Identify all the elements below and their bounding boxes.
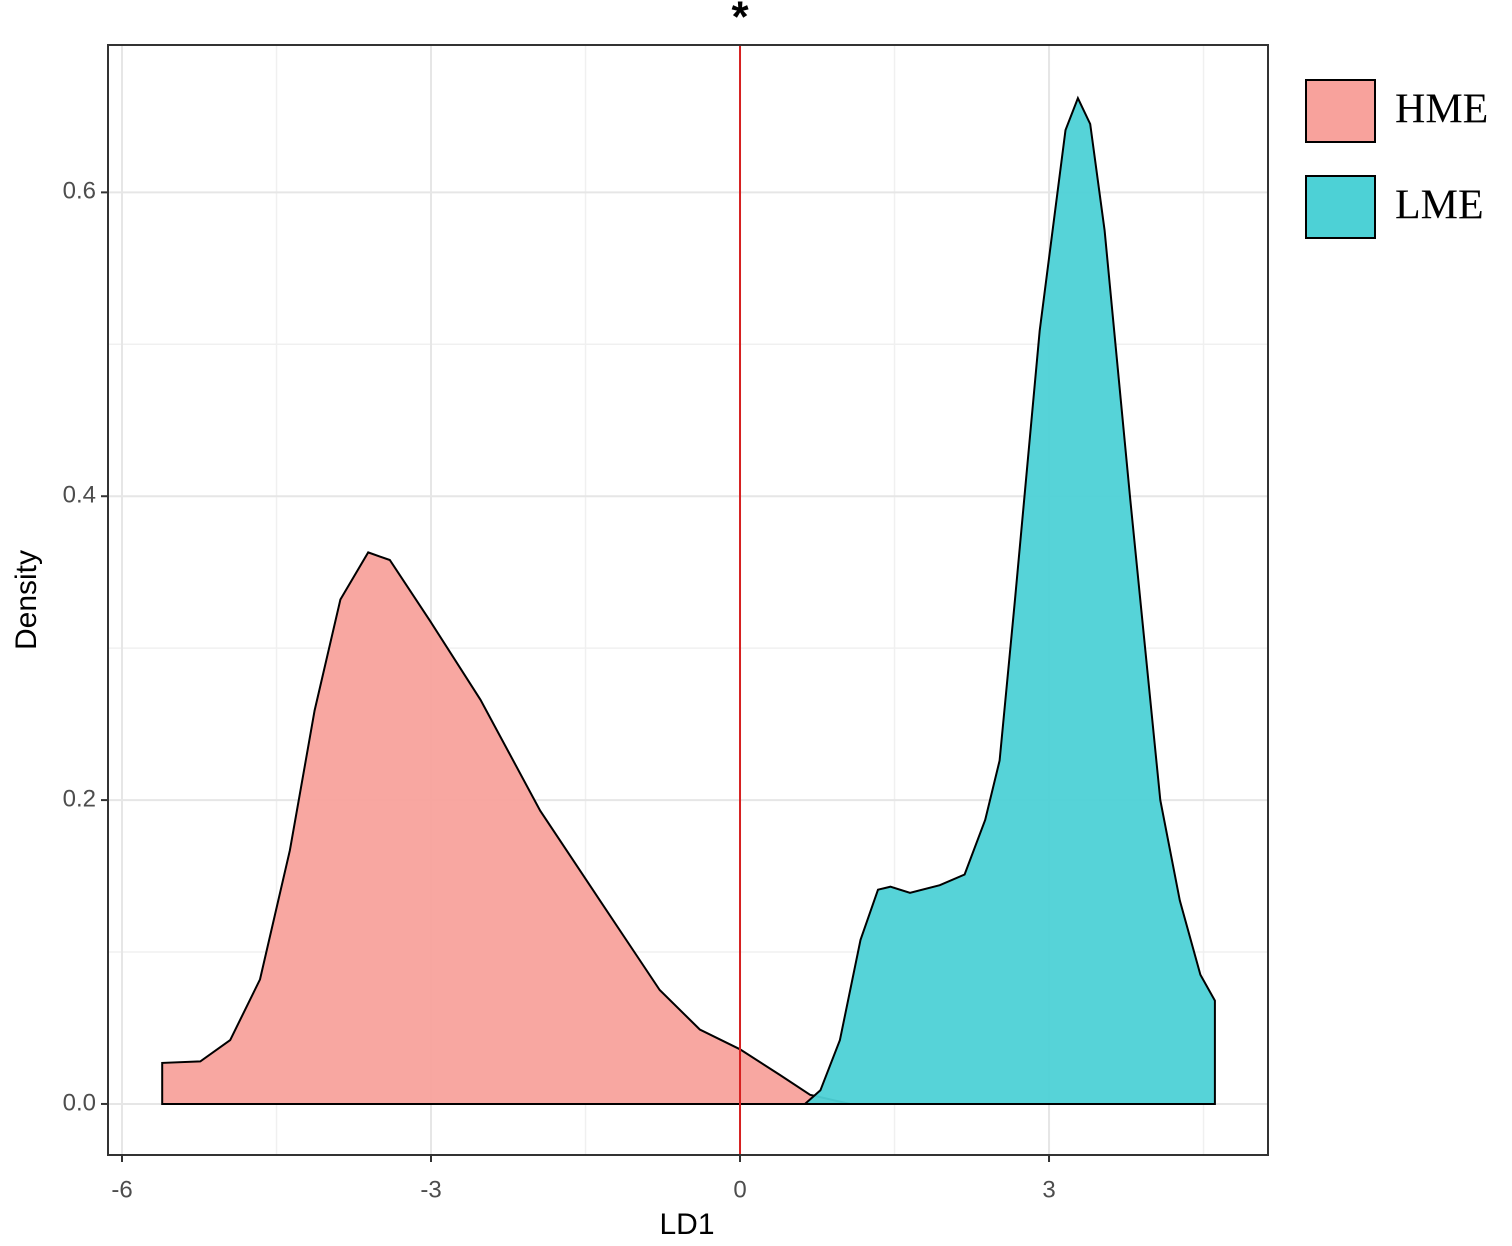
plot-border	[107, 44, 1269, 1156]
x-tick-label: -6	[111, 1176, 132, 1203]
density-area	[802, 95, 1216, 1105]
legend-label: HME	[1395, 87, 1488, 133]
x-tick-label: -3	[420, 1176, 441, 1203]
y-axis-title: Density	[10, 550, 43, 650]
chart-title: *	[731, 0, 749, 42]
density-area	[161, 551, 851, 1105]
legend-key	[1305, 175, 1376, 239]
legend-label: LME	[1395, 183, 1484, 229]
y-tick-label: 0.4	[63, 482, 96, 509]
y-tick-label: 0.0	[63, 1089, 96, 1116]
x-tick-label: 3	[1042, 1176, 1055, 1203]
y-tick-label: 0.2	[63, 785, 96, 812]
legend-key	[1305, 79, 1376, 143]
y-tick-label: 0.6	[63, 178, 96, 205]
x-axis-title: LD1	[659, 1208, 714, 1241]
x-tick-label: 0	[733, 1176, 746, 1203]
